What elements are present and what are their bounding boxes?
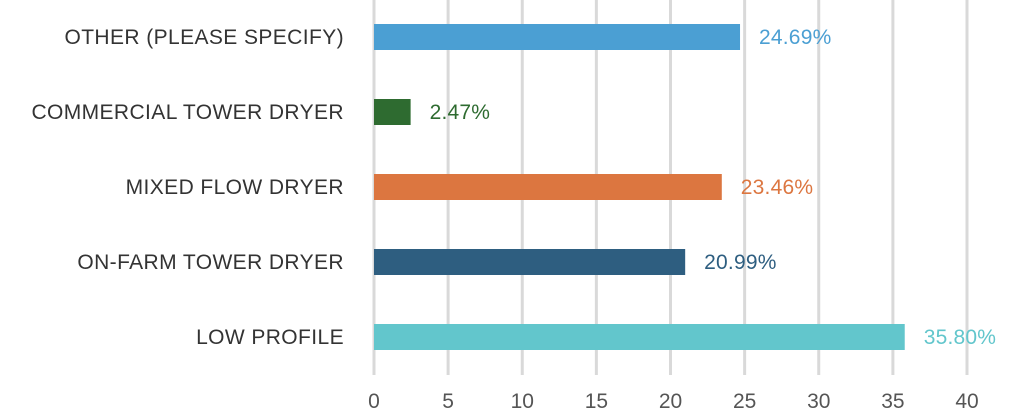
category-label-3: MIXED FLOW DRYER [126, 176, 344, 199]
bar-3 [374, 174, 722, 200]
category-label-4: ON-FARM TOWER DRYER [77, 251, 344, 274]
x-tick-label-30: 30 [807, 390, 830, 413]
value-label-5: 35.80% [924, 326, 996, 349]
x-axis-tick-labels: 0 5 10 15 20 25 30 35 40 [368, 390, 979, 413]
value-label-3: 23.46% [741, 176, 813, 199]
value-label-2: 2.47% [430, 101, 491, 124]
x-tick-label-15: 15 [585, 390, 608, 413]
x-tick-label-5: 5 [442, 390, 454, 413]
value-label-1: 24.69% [759, 26, 831, 49]
bar-4 [374, 249, 686, 275]
x-tick-label-20: 20 [659, 390, 682, 413]
category-label-5: LOW PROFILE [196, 326, 344, 349]
value-label-4: 20.99% [704, 251, 776, 274]
x-tick-label-40: 40 [955, 390, 978, 413]
category-labels: OTHER (PLEASE SPECIFY) COMMERCIAL TOWER D… [31, 26, 344, 349]
bar-1 [374, 24, 741, 50]
bar-5 [374, 324, 905, 350]
x-tick-label-25: 25 [733, 390, 756, 413]
x-tick-label-0: 0 [368, 390, 380, 413]
x-tick-label-35: 35 [881, 390, 904, 413]
x-tick-label-10: 10 [511, 390, 534, 413]
category-label-2: COMMERCIAL TOWER DRYER [31, 101, 344, 124]
value-labels: 24.69% 2.47% 23.46% 20.99% 35.80% [430, 26, 996, 349]
category-label-1: OTHER (PLEASE SPECIFY) [64, 26, 344, 49]
bar-2 [374, 99, 411, 125]
bars [374, 24, 905, 350]
